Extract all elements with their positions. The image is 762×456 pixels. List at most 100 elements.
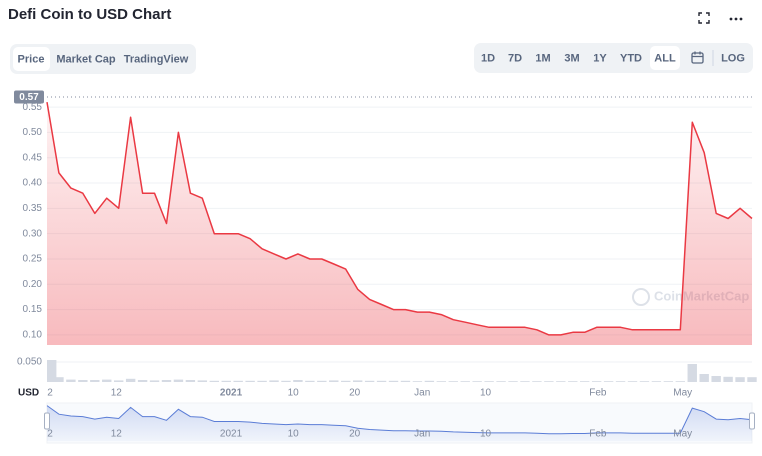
volume-bar: [568, 381, 578, 382]
price-label: 0.57: [19, 92, 39, 103]
volume-bar: [78, 380, 88, 382]
volume-bar: [460, 381, 470, 382]
volume-bar: [317, 380, 327, 382]
navigator-tick-label: 10: [288, 429, 300, 440]
volume-bar: [615, 381, 626, 382]
volume-bar: [352, 380, 363, 382]
volume-bar: [209, 380, 219, 382]
y-tick-label: 0.30: [23, 228, 43, 239]
navigator-handle[interactable]: [749, 412, 755, 430]
y-tick-label: 0.35: [23, 203, 43, 214]
volume-bar: [245, 380, 255, 382]
range-button[interactable]: 3M: [564, 52, 579, 64]
x-tick-label: 2021: [220, 388, 243, 399]
y-unit: USD: [18, 388, 39, 399]
tab-selected: [13, 47, 50, 71]
volume-bar: [305, 380, 315, 382]
volume-bar: [556, 381, 566, 382]
volume-bar: [388, 380, 399, 382]
calendar-icon[interactable]: [691, 51, 704, 64]
volume-bar: [424, 380, 435, 382]
y-tick-label: 0.45: [23, 152, 43, 163]
volume-bar: [221, 380, 231, 382]
navigator-tick-label: 12: [111, 429, 123, 440]
range-button[interactable]: YTD: [620, 52, 642, 64]
range-button[interactable]: 1D: [481, 52, 495, 64]
y-tick-label: 0.40: [23, 178, 43, 189]
volume-bar: [603, 381, 614, 382]
volume-bar: [627, 381, 638, 382]
navigator-tick-label: Feb: [589, 429, 607, 440]
volume-bar: [496, 381, 506, 382]
navigator-line: [46, 405, 753, 435]
volume-bar: [281, 380, 291, 382]
more-icon[interactable]: [729, 17, 743, 21]
y-tick-label: 0.10: [23, 330, 43, 341]
volume-bar: [54, 377, 64, 382]
volume-bar: [663, 381, 674, 382]
volume-bar: [711, 376, 721, 382]
watermark-logo: [632, 288, 650, 306]
chart-title: Defi Coin to USD Chart: [8, 6, 171, 23]
volume-bar: [484, 381, 494, 382]
volume-bar: [293, 380, 303, 382]
volume-bar: [47, 360, 57, 382]
volume-bar: [591, 381, 602, 382]
volume-bar: [532, 381, 542, 382]
navigator-tick-label: 10: [480, 429, 492, 440]
volume-bar: [747, 377, 757, 382]
navigator-handle[interactable]: [44, 412, 50, 430]
volume-bar: [723, 376, 733, 382]
tab[interactable]: Price: [18, 53, 45, 65]
price-area: [47, 102, 752, 345]
volume-bar: [113, 380, 124, 382]
volume-bar: [66, 379, 76, 382]
volume-bar: [735, 377, 745, 382]
x-tick-label: 12: [111, 388, 123, 399]
range-button[interactable]: 7D: [508, 52, 522, 64]
price-line: [46, 101, 753, 336]
volume-bar: [651, 381, 662, 382]
tab[interactable]: Market Cap: [56, 53, 116, 65]
range-button[interactable]: ALL: [654, 52, 676, 64]
plot: 0.55 0.50 0.45 0.40 0.35 0.30 0.25 0.20 0.15 0.10…: [14, 90, 757, 444]
volume-bar: [412, 381, 423, 382]
x-tick-label: 10: [288, 388, 300, 399]
volume-bar: [448, 381, 458, 382]
volume-bar: [639, 381, 650, 382]
volume-bar: [472, 381, 482, 382]
volume-bar: [508, 381, 518, 382]
navigator-tick-label: 2: [47, 429, 53, 440]
volume-bar: [173, 379, 184, 382]
fullscreen-icon[interactable]: [698, 12, 710, 24]
x-tick-label: 10: [480, 388, 492, 399]
volume-bar: [544, 381, 554, 382]
price-label-box: [14, 90, 44, 104]
volume-bar: [185, 380, 196, 382]
volume-bar: [161, 380, 172, 382]
x-tick-label: 2: [47, 388, 53, 399]
volume-bar: [149, 380, 160, 382]
volume-bar: [436, 381, 447, 382]
y-tick-label: 0.25: [23, 254, 43, 265]
navigator-tick-label: 2021: [220, 429, 243, 440]
y-tick-label: 0.15: [23, 304, 43, 315]
volume-bar: [102, 379, 112, 382]
log-button[interactable]: LOG: [721, 52, 745, 64]
volume-bar: [687, 364, 697, 382]
volume-bar: [257, 380, 267, 382]
volume-bar: [699, 374, 709, 382]
volume-bar: [90, 380, 100, 382]
y-tick-label: 0.20: [23, 279, 43, 290]
volume-bar: [197, 380, 208, 382]
volume-bar: [580, 381, 590, 382]
volume-bar: [137, 380, 148, 382]
navigator-area: [47, 405, 752, 441]
y-tick-label: 0.50: [23, 127, 43, 138]
range-button[interactable]: 1M: [535, 52, 550, 64]
volume-bar: [675, 381, 686, 382]
tab[interactable]: TradingView: [124, 53, 189, 65]
range-button[interactable]: 1Y: [593, 52, 607, 64]
y-tick-label: 0.55: [23, 102, 43, 113]
